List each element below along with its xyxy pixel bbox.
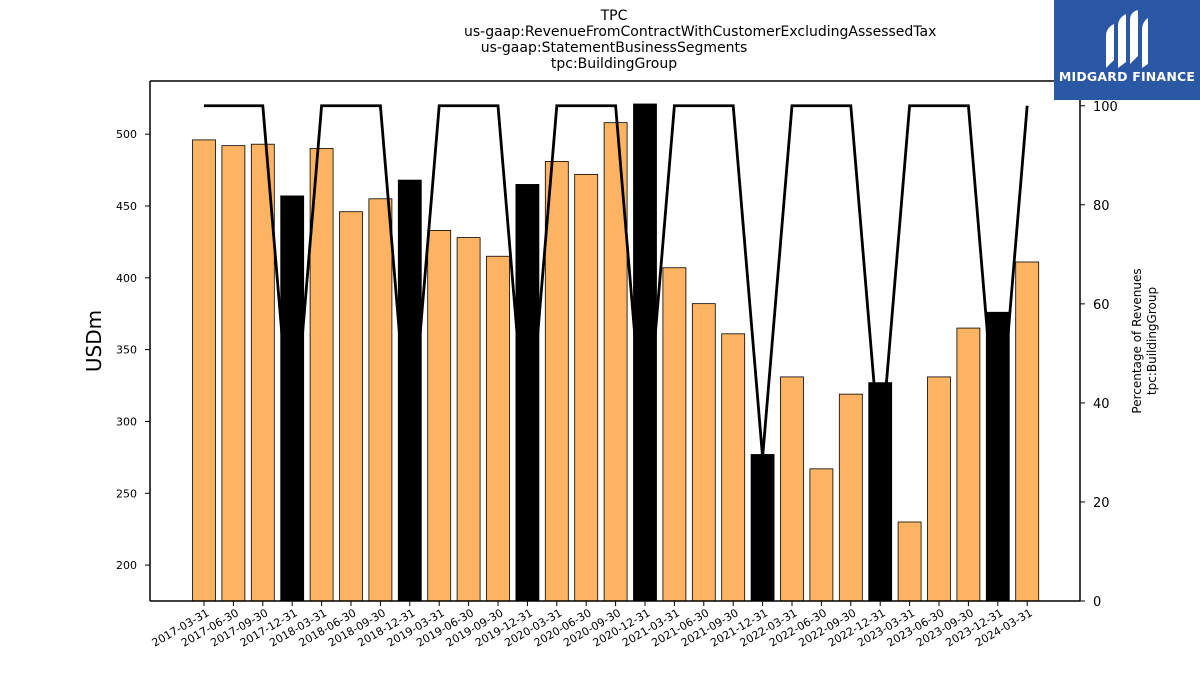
y-tick-label: 400 <box>116 272 137 285</box>
bar-2018-09-30 <box>368 198 393 602</box>
title-line-axis: us-gaap:StatementBusinessSegments <box>480 40 748 56</box>
bar-2017-06-30 <box>221 145 246 602</box>
y2-tick-label: 0 <box>1093 595 1101 610</box>
bar-2019-06-30 <box>456 237 481 602</box>
bar-2023-06-30 <box>927 376 951 602</box>
y2-tick-label: 100 <box>1093 100 1118 115</box>
bar-2017-03-31 <box>192 139 216 602</box>
midgard-finance-logo: MIDGARD FINANCE <box>1054 0 1200 100</box>
logo-mark-icon <box>1106 10 1148 68</box>
title-line-ticker: TPC <box>600 8 628 24</box>
y2-tick-label: 60 <box>1093 298 1110 313</box>
bar-2022-12-31 <box>868 382 893 602</box>
y-tick-label: 450 <box>116 200 137 213</box>
y-axis-label: USDm <box>82 310 106 372</box>
y2-tick-label: 40 <box>1093 397 1110 412</box>
y-tick-label: 300 <box>116 415 137 428</box>
y-tick-label: 500 <box>116 128 137 141</box>
y2-tick-label: 80 <box>1093 199 1110 214</box>
y-tick-label: 200 <box>116 559 137 572</box>
bar-2021-06-30 <box>691 303 716 602</box>
bar-2018-12-31 <box>397 179 422 602</box>
bar-2022-09-30 <box>838 393 863 602</box>
y2-tick-label: 20 <box>1093 496 1110 511</box>
bar-2020-06-30 <box>574 173 599 602</box>
bar-2023-09-30 <box>956 327 981 602</box>
bar-2021-03-31 <box>662 267 687 602</box>
bar-2019-12-31 <box>515 184 540 602</box>
y2-axis-label-line1: Percentage of Revenues <box>1130 268 1144 413</box>
y2-axis-label-line2: tpc:BuildingGroup <box>1145 287 1159 395</box>
bar-2018-06-30 <box>339 211 363 602</box>
bar-2022-06-30 <box>809 468 834 602</box>
bar-2021-09-30 <box>721 333 746 602</box>
bar-2023-03-31 <box>897 521 922 602</box>
percentage-line <box>204 104 1029 458</box>
y-tick-label: 250 <box>116 487 137 500</box>
logo-text: MIDGARD FINANCE <box>1058 69 1196 84</box>
bar-2017-12-31 <box>280 195 305 602</box>
title-line-member: tpc:BuildingGroup <box>550 56 678 72</box>
bar-2022-03-31 <box>780 376 804 602</box>
bar-2019-09-30 <box>486 255 510 602</box>
bar-2019-03-31 <box>427 229 452 602</box>
bar-2021-12-31 <box>750 454 775 602</box>
bar-2020-03-31 <box>544 161 569 602</box>
y-tick-label: 350 <box>116 344 137 357</box>
bar-2024-03-31 <box>1015 261 1040 602</box>
